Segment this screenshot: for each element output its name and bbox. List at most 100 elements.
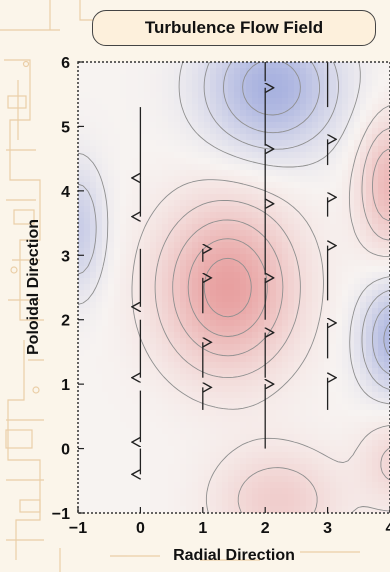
heatmap-cell xyxy=(336,302,343,309)
heatmap-cell xyxy=(144,470,151,477)
heatmap-cell xyxy=(204,434,211,441)
heatmap-cell xyxy=(126,62,133,69)
heatmap-cell xyxy=(324,446,331,453)
heatmap-cell xyxy=(198,386,205,393)
heatmap-cell xyxy=(312,164,319,171)
heatmap-cell xyxy=(372,290,379,297)
heatmap-cell xyxy=(378,302,385,309)
heatmap-cell xyxy=(204,74,211,81)
heatmap-cell xyxy=(372,146,379,153)
heatmap-cell xyxy=(312,212,319,219)
heatmap-cell xyxy=(252,134,259,141)
heatmap-cell xyxy=(198,326,205,333)
heatmap-cell xyxy=(270,368,277,375)
heatmap-cell xyxy=(384,398,390,405)
heatmap-cell xyxy=(306,230,313,237)
heatmap-cell xyxy=(342,314,349,321)
heatmap-cell xyxy=(342,338,349,345)
heatmap-cell xyxy=(198,512,205,513)
heatmap-cell xyxy=(162,482,169,489)
heatmap-cell xyxy=(372,440,379,447)
heatmap-cell xyxy=(216,218,223,225)
heatmap-cell xyxy=(144,368,151,375)
heatmap-cell xyxy=(372,236,379,243)
heatmap-cell xyxy=(300,230,307,237)
heatmap-cell xyxy=(378,332,385,339)
heatmap-cell xyxy=(360,260,367,267)
heatmap-cell xyxy=(210,230,217,237)
heatmap-cell xyxy=(342,74,349,81)
heatmap-cell xyxy=(300,182,307,189)
heatmap-cell xyxy=(348,260,355,267)
heatmap-cell xyxy=(138,332,145,339)
heatmap-cell xyxy=(342,308,349,315)
heatmap-cell xyxy=(108,68,115,75)
heatmap-cell xyxy=(102,380,109,387)
heatmap-cell xyxy=(114,434,121,441)
heatmap-cell xyxy=(180,134,187,141)
heatmap-cell xyxy=(210,326,217,333)
heatmap-cell xyxy=(372,140,379,147)
heatmap-cell xyxy=(162,332,169,339)
heatmap-cell xyxy=(192,398,199,405)
heatmap-cell xyxy=(234,62,241,69)
heatmap-cell xyxy=(174,248,181,255)
heatmap-cell xyxy=(204,374,211,381)
heatmap-cell xyxy=(300,92,307,99)
heatmap-cell xyxy=(270,110,277,117)
heatmap-cell xyxy=(84,230,91,237)
heatmap-cell xyxy=(306,242,313,249)
heatmap-cell xyxy=(174,308,181,315)
heatmap-cell xyxy=(270,464,277,471)
heatmap-cell xyxy=(210,278,217,285)
heatmap-cell xyxy=(330,392,337,399)
heatmap-cell xyxy=(96,500,103,507)
heatmap-cell xyxy=(156,278,163,285)
heatmap-cell xyxy=(90,260,97,267)
heatmap-cell xyxy=(120,182,127,189)
heatmap-cell xyxy=(102,326,109,333)
heatmap-cell xyxy=(246,170,253,177)
heatmap-cell xyxy=(78,410,85,417)
heatmap-cell xyxy=(342,176,349,183)
heatmap-cell xyxy=(378,206,385,213)
heatmap-cell xyxy=(198,74,205,81)
heatmap-cell xyxy=(144,212,151,219)
heatmap-cell xyxy=(132,488,139,495)
heatmap-cell xyxy=(156,452,163,459)
heatmap-cell xyxy=(192,104,199,111)
heatmap-cell xyxy=(276,302,283,309)
heatmap-cell xyxy=(264,116,271,123)
heatmap-cell xyxy=(114,470,121,477)
heatmap-cell xyxy=(222,476,229,483)
heatmap-cell xyxy=(222,74,229,81)
heatmap-cell xyxy=(294,422,301,429)
heatmap-cell xyxy=(366,242,373,249)
heatmap-cell xyxy=(294,224,301,231)
heatmap-cell xyxy=(150,314,157,321)
heatmap-cell xyxy=(96,410,103,417)
heatmap-cell xyxy=(252,320,259,327)
heatmap-cell xyxy=(294,164,301,171)
heatmap-cell xyxy=(228,200,235,207)
heatmap-cell xyxy=(276,116,283,123)
heatmap-cell xyxy=(168,110,175,117)
heatmap-cell xyxy=(378,428,385,435)
heatmap-cell xyxy=(372,494,379,501)
heatmap-cell xyxy=(342,218,349,225)
heatmap-cell xyxy=(234,200,241,207)
heatmap-cell xyxy=(216,494,223,501)
heatmap-cell xyxy=(318,284,325,291)
heatmap-cell xyxy=(174,182,181,189)
heatmap-cell xyxy=(120,218,127,225)
heatmap-cell xyxy=(216,470,223,477)
heatmap-cell xyxy=(144,266,151,273)
heatmap-cell xyxy=(192,188,199,195)
heatmap-cell xyxy=(240,230,247,237)
heatmap-cell xyxy=(258,356,265,363)
heatmap-cell xyxy=(234,266,241,273)
heatmap-cell xyxy=(234,458,241,465)
heatmap-cell xyxy=(108,62,115,69)
heatmap-cell xyxy=(168,248,175,255)
heatmap-cell xyxy=(234,134,241,141)
